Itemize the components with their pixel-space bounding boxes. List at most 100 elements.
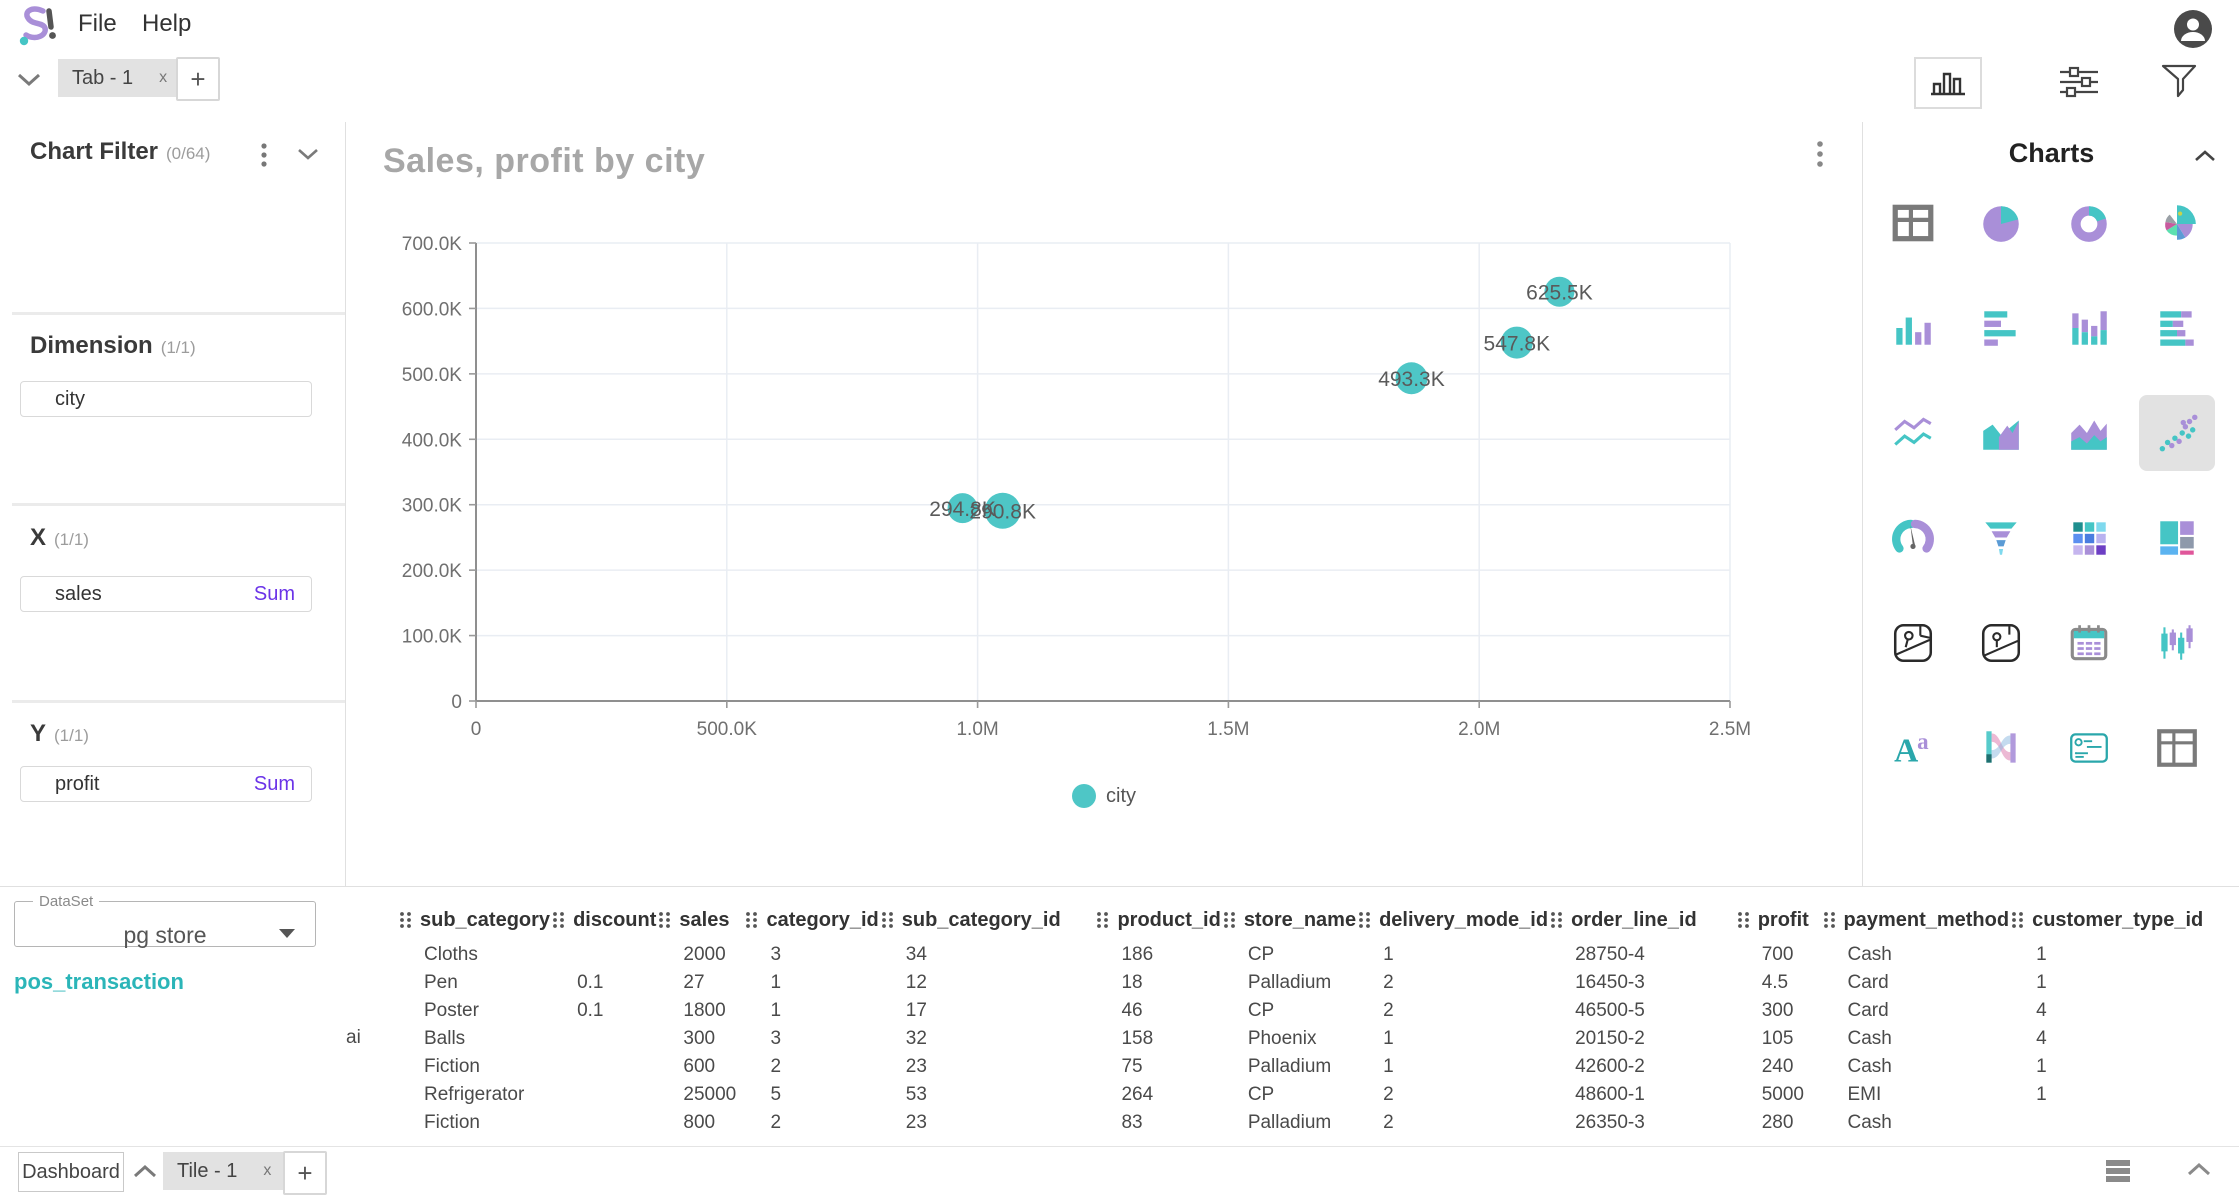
column-header-sub_category_id[interactable]: sub_category_id <box>880 899 1096 941</box>
pivot-table-chart-icon[interactable] <box>2133 695 2221 800</box>
candlestick-chart-icon[interactable] <box>2133 590 2221 695</box>
drag-handle-icon[interactable] <box>1823 911 1836 929</box>
column-header-discount[interactable]: discount <box>551 899 657 941</box>
charts-panel-chevron-up-icon[interactable] <box>2193 148 2217 164</box>
candlestick-chart-icon-glyph <box>2139 605 2215 681</box>
add-tile-button[interactable]: + <box>283 1151 327 1195</box>
column-header-payment_method[interactable]: payment_method <box>1822 899 2011 941</box>
tile-close-icon[interactable]: x <box>263 1162 272 1179</box>
card-chart-icon[interactable] <box>2045 695 2133 800</box>
column-header-sales[interactable]: sales <box>657 899 744 941</box>
table-cell: Pen <box>424 972 458 993</box>
chart-title: Sales, profit by city <box>383 142 706 180</box>
field-aggregation[interactable]: Sum <box>253 582 295 605</box>
map-chart-icon[interactable] <box>1869 590 1957 695</box>
field-pill-city[interactable]: city <box>20 381 312 417</box>
table-chart-icon[interactable] <box>1869 170 1957 275</box>
heatmap-chart-icon[interactable] <box>2045 485 2133 590</box>
chart-filter-kebab-menu-icon[interactable] <box>260 142 268 170</box>
drag-handle-icon[interactable] <box>1358 911 1371 929</box>
stacked-column-chart-icon[interactable] <box>2045 275 2133 380</box>
drag-handle-icon[interactable] <box>881 911 894 929</box>
column-chart-icon <box>1931 72 1965 96</box>
tab-collapse-chevron-down-icon[interactable] <box>16 70 42 88</box>
column-chart-icon-glyph <box>1875 290 1951 366</box>
donut-chart-icon[interactable] <box>2045 170 2133 275</box>
menu-help[interactable]: Help <box>142 10 192 37</box>
map-alt-chart-icon[interactable] <box>1957 590 2045 695</box>
tab-close-icon[interactable]: x <box>159 69 168 86</box>
column-chart-icon[interactable] <box>1869 275 1957 380</box>
drag-handle-icon[interactable] <box>1223 911 1236 929</box>
drag-handle-icon[interactable] <box>552 911 565 929</box>
pie-chart-icon-glyph <box>1963 185 2039 261</box>
column-header-order_line_id[interactable]: order_line_id <box>1549 899 1736 941</box>
stacked-area-chart-icon[interactable] <box>2045 380 2133 485</box>
drag-handle-icon[interactable] <box>1550 911 1563 929</box>
drag-handle-icon[interactable] <box>2011 911 2024 929</box>
table-cell: 2 <box>770 1056 782 1077</box>
pie-chart-icon[interactable] <box>1957 170 2045 275</box>
table-cell: 264 <box>1121 1084 1154 1105</box>
column-header-delivery_mode_id[interactable]: delivery_mode_id <box>1357 899 1549 941</box>
column-header-store_name[interactable]: store_name <box>1222 899 1357 941</box>
drag-handle-icon[interactable] <box>1096 911 1109 929</box>
pivot-table-chart-icon-glyph <box>2139 710 2215 786</box>
user-avatar-icon[interactable] <box>2173 9 2213 49</box>
scatter-chart-icon[interactable] <box>2133 380 2221 485</box>
field-aggregation[interactable]: Sum <box>253 772 295 795</box>
column-header-customer_type_id[interactable]: customer_type_id <box>2010 899 2239 941</box>
sankey-chart-icon[interactable] <box>1957 695 2045 800</box>
dataset-table-link[interactable]: pos_transaction <box>14 969 184 994</box>
svg-text:400.0K: 400.0K <box>402 430 463 451</box>
chart-kebab-menu-icon[interactable] <box>1816 140 1824 170</box>
svg-text:625.5K: 625.5K <box>1526 282 1593 305</box>
chart-legend[interactable]: city <box>346 784 1862 808</box>
drag-handle-icon[interactable] <box>1737 911 1750 929</box>
drag-handle-icon[interactable] <box>399 911 412 929</box>
dimension-title: Dimension (1/1) <box>30 332 196 359</box>
field-pill-profit[interactable]: profit Sum <box>20 766 312 802</box>
stacked-bar-chart-icon[interactable] <box>2133 275 2221 380</box>
table-cell: 42600-2 <box>1575 1056 1645 1077</box>
calendar-chart-icon[interactable] <box>2045 590 2133 695</box>
rose-chart-icon[interactable] <box>2133 170 2221 275</box>
area-chart-icon[interactable] <box>1957 380 2045 485</box>
hamburger-menu-icon[interactable] <box>2104 1157 2132 1185</box>
tile-collapse-chevron-up-icon[interactable] <box>132 1163 158 1181</box>
drag-handle-icon[interactable] <box>745 911 758 929</box>
field-pill-sales[interactable]: sales Sum <box>20 576 312 612</box>
treemap-chart-icon[interactable] <box>2133 485 2221 590</box>
column-header-sub_category[interactable]: sub_category <box>398 899 551 941</box>
column-header-product_id[interactable]: product_id <box>1095 899 1221 941</box>
tile-tab[interactable]: Tile - 1 x <box>163 1152 286 1190</box>
scatter-chart-icon-glyph <box>2139 394 2215 471</box>
chart-filter-chevron-down-icon[interactable] <box>296 146 320 162</box>
drag-handle-icon[interactable] <box>658 911 671 929</box>
filter-funnel-icon[interactable] <box>2158 60 2200 102</box>
tab-item[interactable]: Tab - 1 x <box>58 59 182 97</box>
table-cell: Palladium <box>1247 1056 1332 1077</box>
dashboard-button[interactable]: Dashboard <box>18 1152 124 1192</box>
add-tab-button[interactable]: + <box>176 57 220 101</box>
svg-text:547.8K: 547.8K <box>1484 333 1551 356</box>
panel-chevron-up-icon[interactable] <box>2186 1161 2212 1179</box>
line-chart-icon[interactable] <box>1869 380 1957 485</box>
bar-chart-icon[interactable] <box>1957 275 2045 380</box>
menu-file[interactable]: File <box>78 10 117 37</box>
gauge-chart-icon[interactable] <box>1869 485 1957 590</box>
scatter-plot[interactable]: 0 100.0K 200.0K 300.0K 400.0K 500.0K 600.0K 700… <box>346 122 1862 782</box>
funnel-chart-icon[interactable] <box>1957 485 2045 590</box>
table-cell: Cloths <box>424 944 478 965</box>
dataset-selector[interactable]: DataSet pg store <box>14 893 316 948</box>
data-preview-table[interactable]: sub_category discount sales category_id sub_… <box>398 899 2239 1137</box>
column-header-category_id[interactable]: category_id <box>744 899 879 941</box>
settings-sliders-icon[interactable] <box>2058 64 2100 100</box>
card-chart-icon-glyph <box>2051 710 2127 786</box>
chart-view-button[interactable] <box>1914 57 1982 109</box>
dataset-chevron-down-icon <box>277 926 297 940</box>
column-header-profit[interactable]: profit <box>1736 899 1822 941</box>
table-row: Balls 300 3 32 158 Phoenix 1 20150-2 105 Cash 4 <box>398 1025 2239 1053</box>
